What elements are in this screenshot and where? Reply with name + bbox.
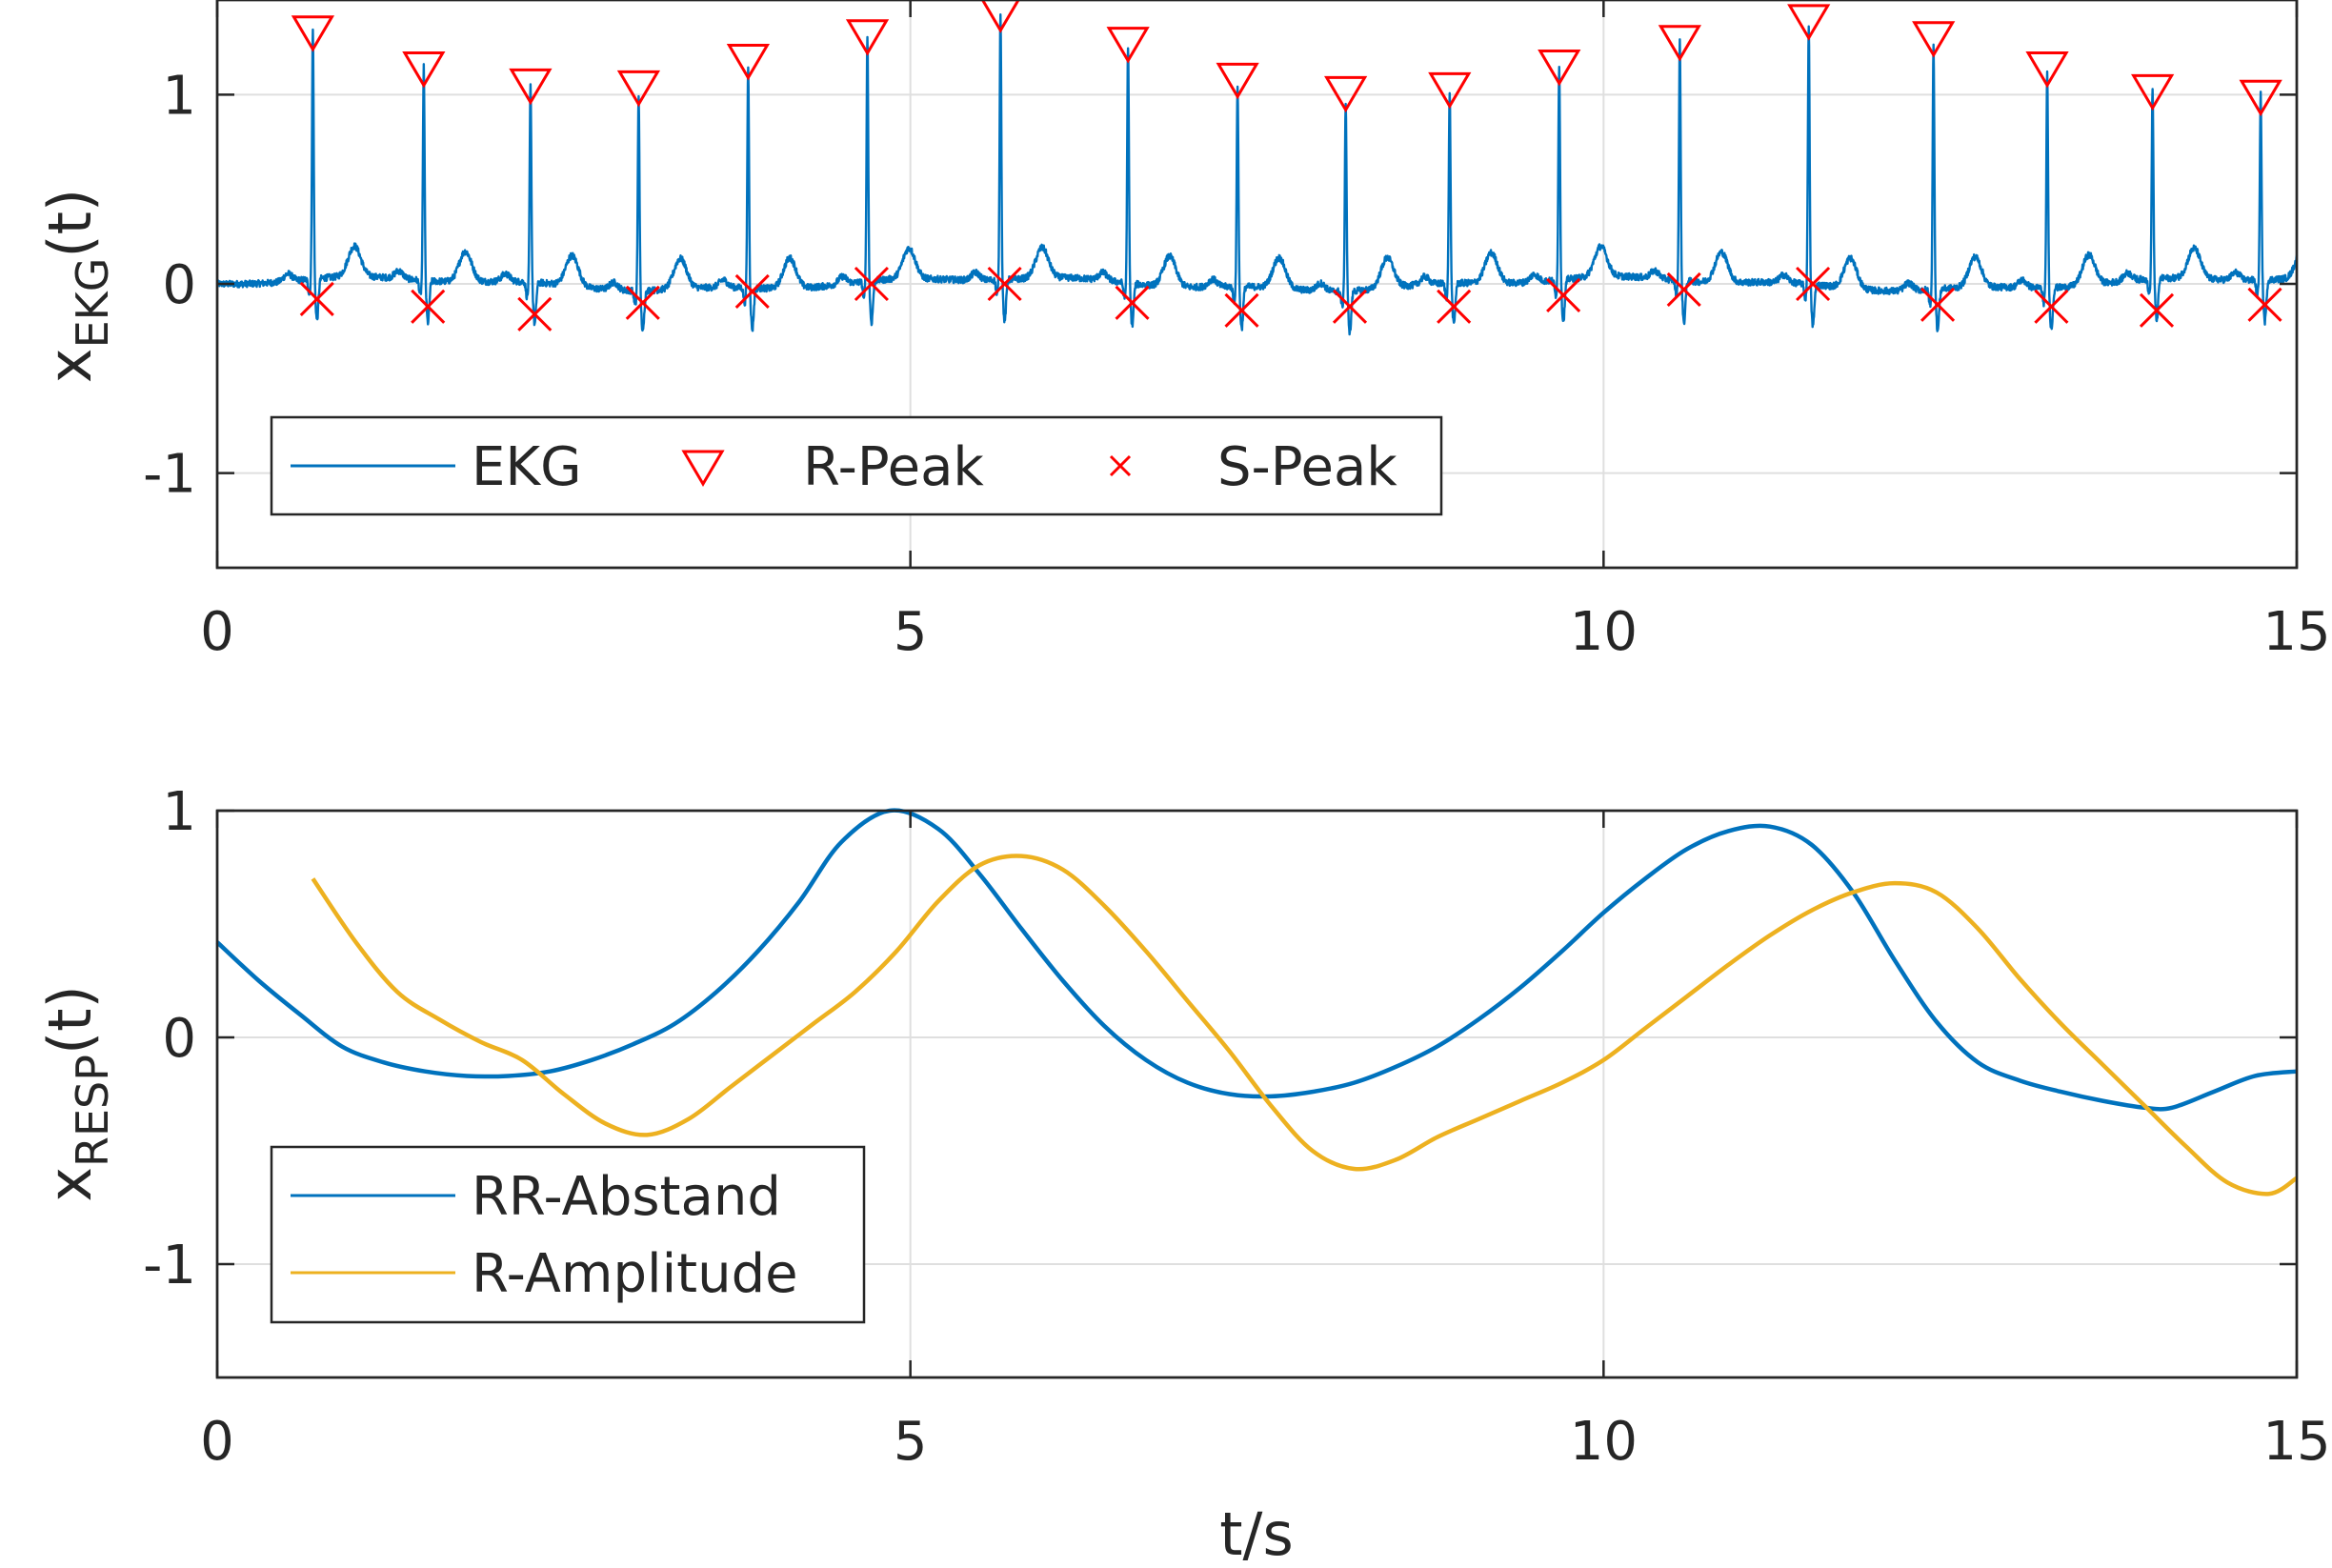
resp-xtick-label: 10 xyxy=(1570,1411,1638,1473)
resp-ylabel: xRESP(t) xyxy=(35,985,118,1201)
ekg-legend-label-ekg: EKG xyxy=(472,436,582,498)
ekg-legend-label-rpeak: R-Peak xyxy=(803,436,984,498)
ekg-ylabel: xEKG(t) xyxy=(35,189,118,383)
ekg-panel: 0 5 10 15 -1 0 1 xEKG(t) EKG R-Peak S-Peak xyxy=(35,0,2331,663)
ekg-xtick-label: 0 xyxy=(200,601,234,663)
resp-xtick-label: 0 xyxy=(200,1411,234,1473)
resp-panel: 0 5 10 15 -1 0 1 xRESP(t) t/s RR-Abstand R-Amp… xyxy=(35,781,2331,1568)
ekg-xtick-label: 15 xyxy=(2262,601,2330,663)
resp-ytick-label: -1 xyxy=(143,1235,196,1297)
ekg-legend-label-speak: S-Peak xyxy=(1217,436,1397,498)
ekg-ytick-label: -1 xyxy=(143,444,196,506)
ekg-xtick-label: 10 xyxy=(1570,601,1638,663)
ekg-legend: EKG R-Peak S-Peak xyxy=(271,417,1441,514)
resp-xlabel: t/s xyxy=(1219,1499,1294,1568)
resp-legend-label-ramp: R-Amplitude xyxy=(472,1243,798,1305)
resp-ytick-label: 0 xyxy=(162,1008,196,1070)
resp-legend-label-rr: RR-Abstand xyxy=(472,1166,781,1228)
ekg-ytick-label: 1 xyxy=(162,65,196,127)
ekg-ytick-label: 0 xyxy=(162,254,196,316)
resp-xtick-label: 15 xyxy=(2262,1411,2330,1473)
resp-xtick-label: 5 xyxy=(894,1411,928,1473)
ekg-xtick-label: 5 xyxy=(894,601,928,663)
resp-ytick-label: 1 xyxy=(162,781,196,843)
resp-legend: RR-Abstand R-Amplitude xyxy=(271,1147,864,1322)
